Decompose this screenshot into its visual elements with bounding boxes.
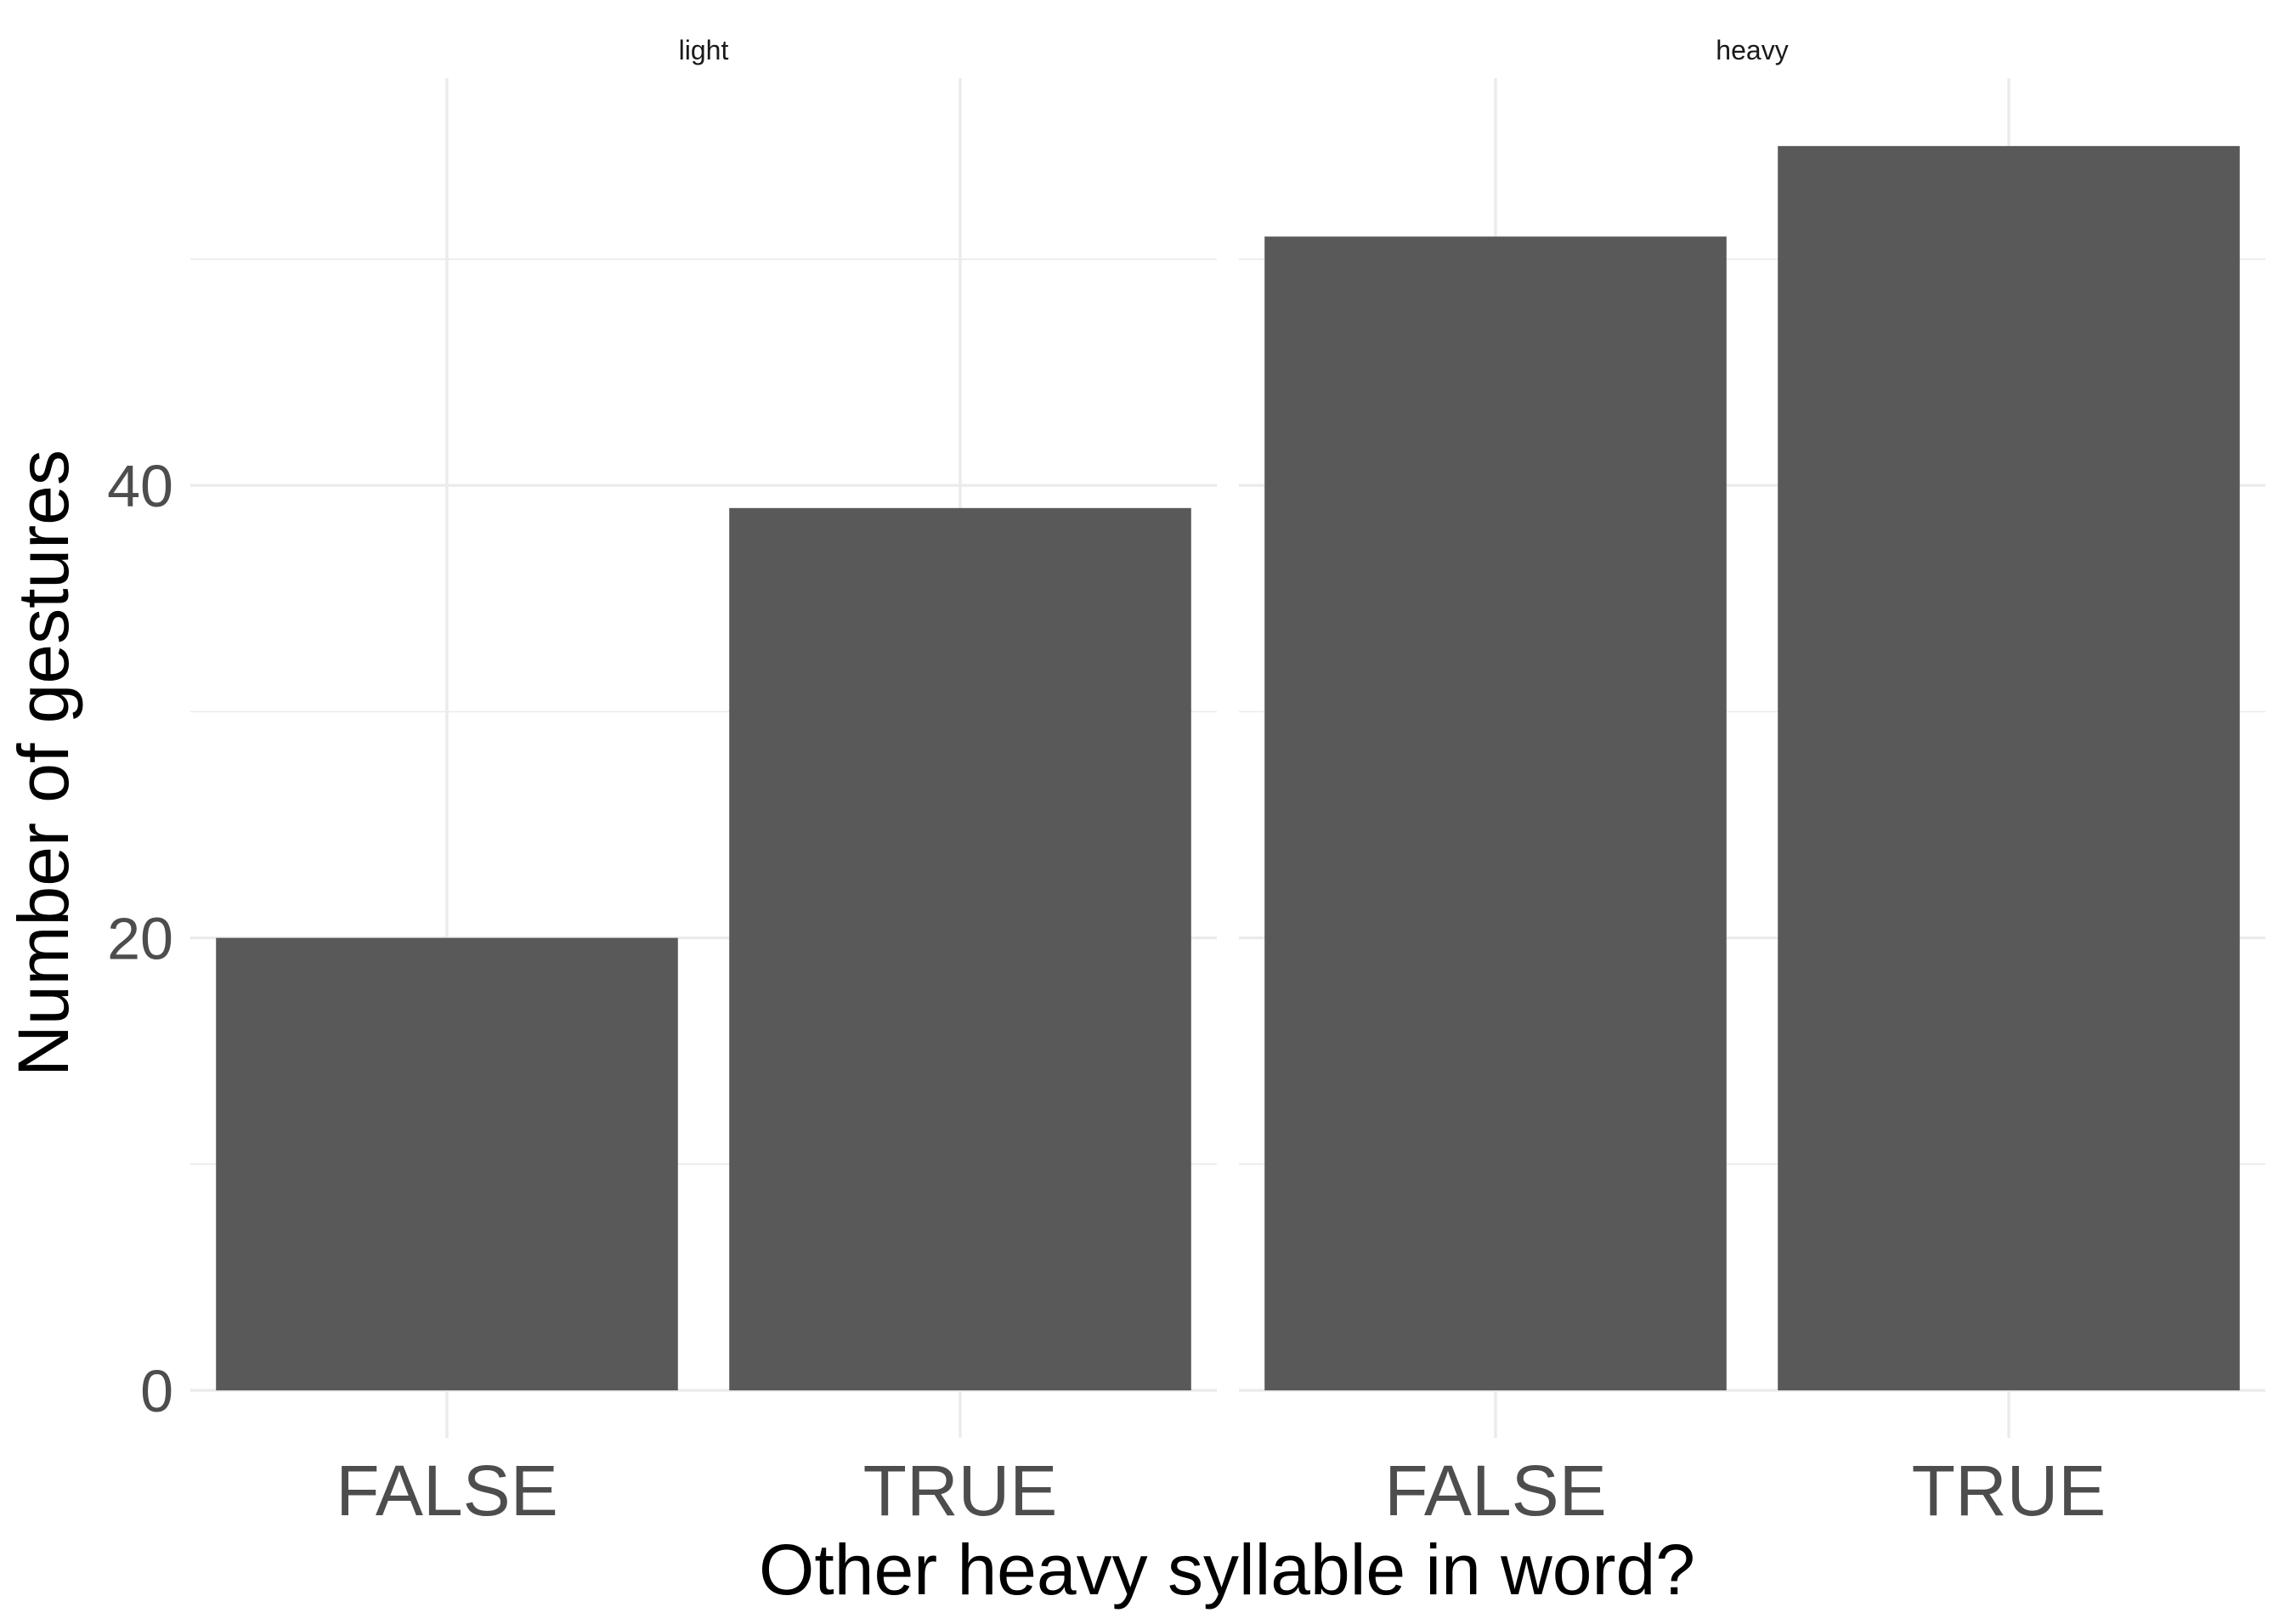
bar-heavy-true — [1778, 145, 2240, 1391]
facet-label-light: light — [679, 35, 729, 65]
x-tick-label: TRUE — [863, 1451, 1058, 1531]
facet-label-heavy: heavy — [1716, 35, 1788, 65]
y-axis-title: Number of gestures — [3, 450, 83, 1077]
x-tick-label: FALSE — [336, 1451, 557, 1531]
x-tick-label: FALSE — [1384, 1451, 1606, 1531]
x-tick-label: TRUE — [1912, 1451, 2107, 1531]
facet-heavy: heavy FALSE TRUE — [1239, 35, 2265, 1531]
y-tick-label: 40 — [107, 453, 173, 519]
x-axis-title: Other heavy syllable in word? — [759, 1530, 1695, 1610]
y-axis: 0 20 40 — [107, 453, 173, 1424]
bar-light-false — [216, 937, 678, 1391]
facet-light: light FALSE TRUE — [190, 35, 1217, 1531]
facets-layer: light FALSE TRUE heavy FALSE TRUE — [190, 35, 2265, 1531]
bar-light-true — [729, 507, 1191, 1391]
y-tick-label: 20 — [107, 906, 173, 972]
y-tick-label: 0 — [140, 1358, 173, 1424]
bar-heavy-false — [1264, 236, 1727, 1391]
